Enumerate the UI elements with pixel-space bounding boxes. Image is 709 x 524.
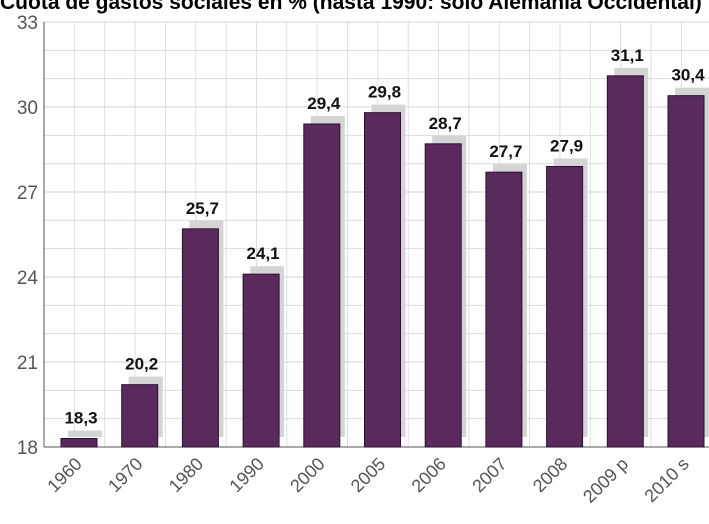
bar (424, 143, 462, 448)
bar (242, 273, 280, 448)
data-label: 31,1 (611, 46, 644, 65)
bars (60, 75, 705, 448)
bar (667, 95, 705, 448)
bar (121, 384, 159, 448)
x-tick-label: 2005 (347, 454, 389, 496)
x-tick-label: 1990 (225, 454, 267, 496)
y-tick-label: 21 (17, 353, 38, 374)
bar (181, 228, 219, 448)
bar (364, 112, 401, 448)
data-label: 27,7 (489, 142, 522, 161)
x-tick-label: 1960 (43, 454, 85, 496)
x-axis-ticks: 1960 1970 1980 1990 2000 2005 2006 2007 2008 2009… (43, 454, 692, 507)
x-tick-label: 2006 (408, 454, 450, 496)
data-label: 18,3 (64, 409, 97, 428)
chart-title: Cuota de gastos sociales en % (hasta 199… (0, 0, 702, 14)
bar (60, 438, 98, 448)
data-label: 25,7 (186, 199, 219, 218)
data-label: 29,8 (368, 83, 401, 102)
data-label: 27,9 (550, 137, 583, 156)
y-tick-label: 18 (17, 438, 38, 459)
x-tick-label: 1980 (165, 454, 207, 496)
x-tick-label: 2000 (286, 454, 328, 496)
y-tick-label: 33 (17, 13, 38, 34)
x-tick-label: 1970 (104, 454, 146, 496)
x-tick-label: 2008 (529, 454, 571, 496)
bar (303, 123, 341, 448)
bar-shadow (68, 430, 102, 437)
x-tick-label: 2007 (468, 454, 510, 496)
x-tick-label: 2010 s (640, 454, 692, 506)
data-label: 28,7 (429, 114, 462, 133)
data-label: 29,4 (307, 94, 341, 113)
data-label: 24,1 (247, 244, 280, 263)
bar (485, 171, 523, 448)
y-tick-label: 30 (17, 98, 38, 119)
y-tick-label: 24 (17, 268, 39, 289)
bar (606, 75, 644, 448)
bar (546, 166, 584, 448)
y-tick-label: 27 (17, 183, 38, 204)
data-label: 30,4 (671, 66, 705, 85)
data-labels: 18,3 20,2 25,7 24,1 29,4 29,8 28,7 27,7 27,9 31,1… (64, 46, 705, 428)
y-axis-ticks: 18 21 24 27 30 33 (17, 13, 39, 459)
data-label: 20,2 (125, 355, 158, 374)
x-tick-label: 2009 p (579, 454, 632, 507)
